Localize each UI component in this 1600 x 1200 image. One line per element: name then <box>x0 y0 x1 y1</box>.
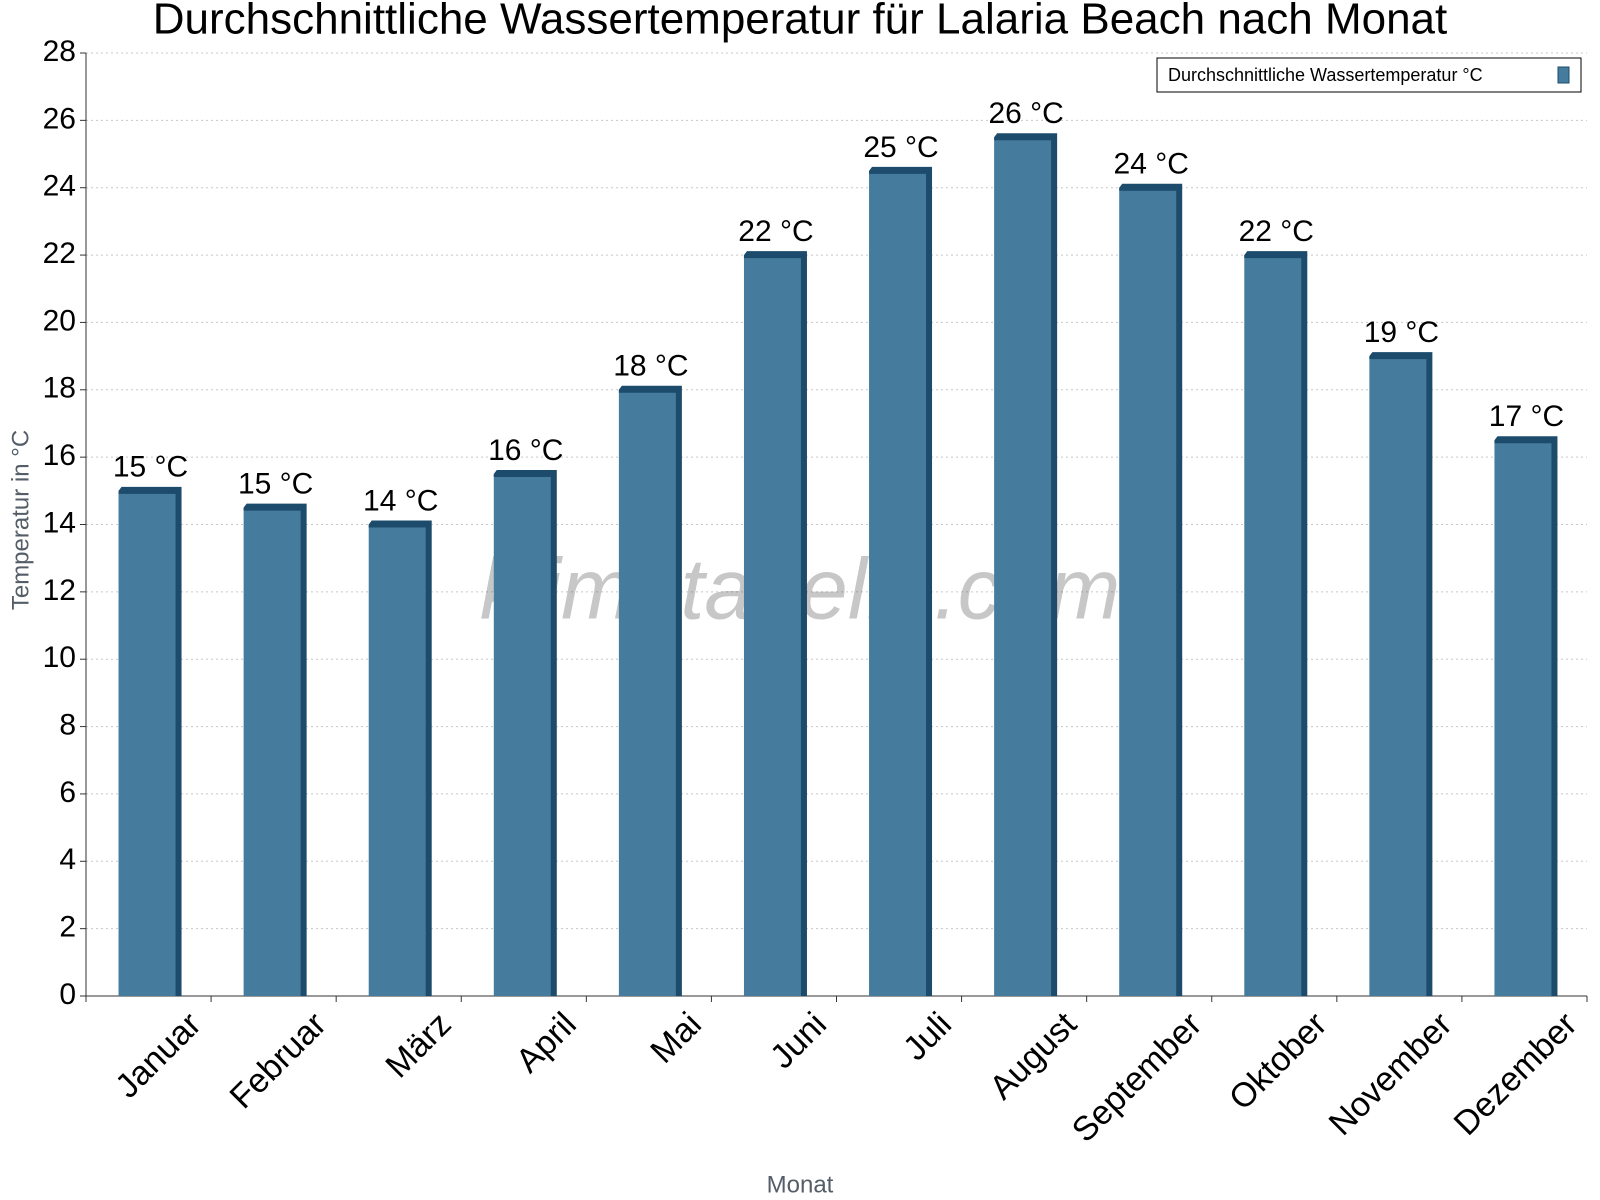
bar <box>368 524 429 996</box>
value-label: 26 °C <box>988 97 1063 130</box>
value-label: 22 °C <box>1239 215 1314 248</box>
y-tick-label: 16 <box>43 439 76 472</box>
x-tick-label: Dezember <box>1447 1005 1585 1143</box>
y-tick-label: 2 <box>59 911 76 944</box>
bar <box>118 490 179 996</box>
x-tick-label: August <box>982 1005 1084 1107</box>
bar <box>493 473 554 996</box>
value-label: 14 °C <box>363 484 438 517</box>
bar <box>1494 440 1555 996</box>
value-label: 15 °C <box>113 451 188 484</box>
y-tick-label: 8 <box>59 708 76 741</box>
y-tick-label: 10 <box>43 641 76 674</box>
value-label: 16 °C <box>488 434 563 467</box>
x-tick-label: März <box>378 1005 458 1085</box>
bar <box>618 389 679 996</box>
bar <box>1369 356 1430 996</box>
legend-label: Durchschnittliche Wassertemperatur °C <box>1168 65 1483 85</box>
bar <box>243 507 304 996</box>
bar <box>743 255 804 997</box>
y-axis-title: Temperatur in °C <box>7 430 34 610</box>
value-label: 17 °C <box>1489 400 1564 433</box>
value-label: 18 °C <box>613 350 688 383</box>
x-tick-label: Mai <box>643 1005 709 1071</box>
legend-swatch <box>1557 66 1570 84</box>
y-tick-label: 20 <box>43 304 76 337</box>
legend: Durchschnittliche Wassertemperatur °C <box>1156 57 1582 93</box>
y-tick-label: 0 <box>59 978 76 1011</box>
bar <box>994 137 1055 997</box>
x-tick-label: Juni <box>763 1005 834 1076</box>
bar <box>1119 187 1180 996</box>
legend-box <box>1156 57 1582 93</box>
y-tick-label: 28 <box>43 35 76 68</box>
y-tick-label: 12 <box>43 574 76 607</box>
y-tick-label: 18 <box>43 372 76 405</box>
x-axis-title: Monat <box>767 1171 834 1198</box>
y-tick-label: 6 <box>59 776 76 809</box>
bar <box>1244 255 1305 997</box>
x-tick-label: Juli <box>896 1005 959 1068</box>
x-tick-label: September <box>1065 1005 1209 1149</box>
value-label: 24 °C <box>1114 148 1189 181</box>
bar <box>869 170 930 996</box>
x-tick-label: Januar <box>108 1005 208 1105</box>
value-label: 15 °C <box>238 468 313 501</box>
y-tick-label: 26 <box>43 102 76 135</box>
y-tick-label: 14 <box>43 506 76 539</box>
chart-title: Durchschnittliche Wassertemperatur für L… <box>153 0 1448 44</box>
x-tick-label: April <box>509 1005 584 1080</box>
value-label: 22 °C <box>738 215 813 248</box>
x-tick-label: November <box>1322 1005 1460 1143</box>
value-label: 25 °C <box>863 131 938 164</box>
x-tick-label: Oktober <box>1222 1005 1334 1117</box>
y-tick-label: 22 <box>43 237 76 270</box>
value-label: 19 °C <box>1364 316 1439 349</box>
y-tick-label: 24 <box>43 170 76 203</box>
y-tick-label: 4 <box>59 843 76 876</box>
x-tick-label: Februar <box>223 1005 334 1116</box>
